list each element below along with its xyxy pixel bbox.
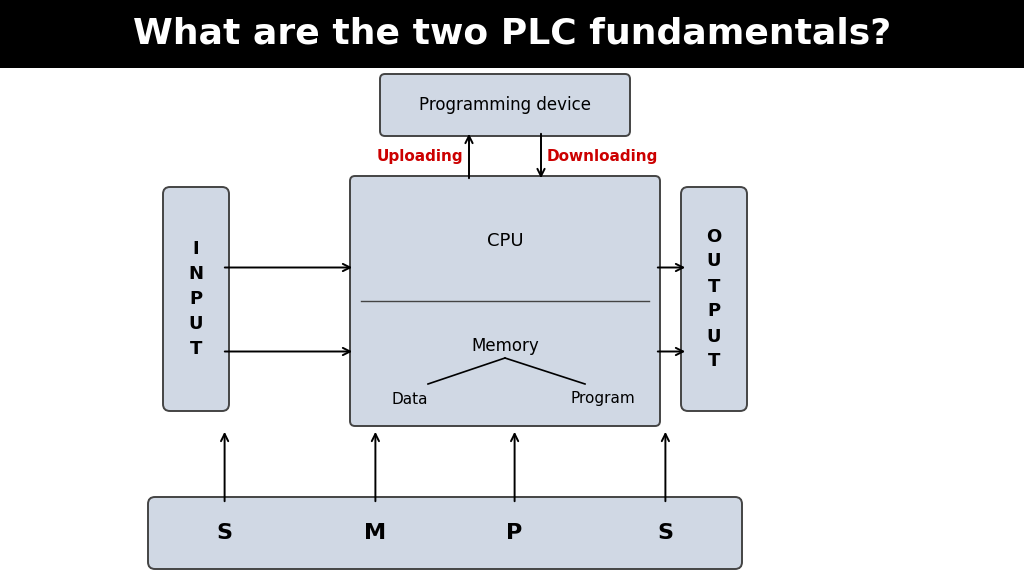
- FancyBboxPatch shape: [681, 187, 746, 411]
- FancyBboxPatch shape: [148, 497, 742, 569]
- FancyBboxPatch shape: [163, 187, 229, 411]
- Text: I
N
P
U
T: I N P U T: [188, 240, 204, 358]
- Text: CPU: CPU: [486, 232, 523, 250]
- Text: P: P: [507, 523, 522, 543]
- FancyBboxPatch shape: [380, 74, 630, 136]
- Text: O
U
T
P
U
T: O U T P U T: [707, 228, 722, 370]
- Text: What are the two PLC fundamentals?: What are the two PLC fundamentals?: [133, 17, 891, 51]
- Bar: [0, 0, 1024, 68]
- Text: Memory: Memory: [471, 337, 539, 355]
- Text: Uploading: Uploading: [377, 149, 463, 164]
- Text: M: M: [365, 523, 386, 543]
- Text: S: S: [217, 523, 232, 543]
- Text: Data: Data: [392, 392, 428, 407]
- Text: S: S: [657, 523, 674, 543]
- Text: Downloading: Downloading: [547, 149, 658, 164]
- Text: Program: Program: [570, 392, 635, 407]
- FancyBboxPatch shape: [350, 176, 660, 426]
- Text: Programming device: Programming device: [419, 96, 591, 114]
